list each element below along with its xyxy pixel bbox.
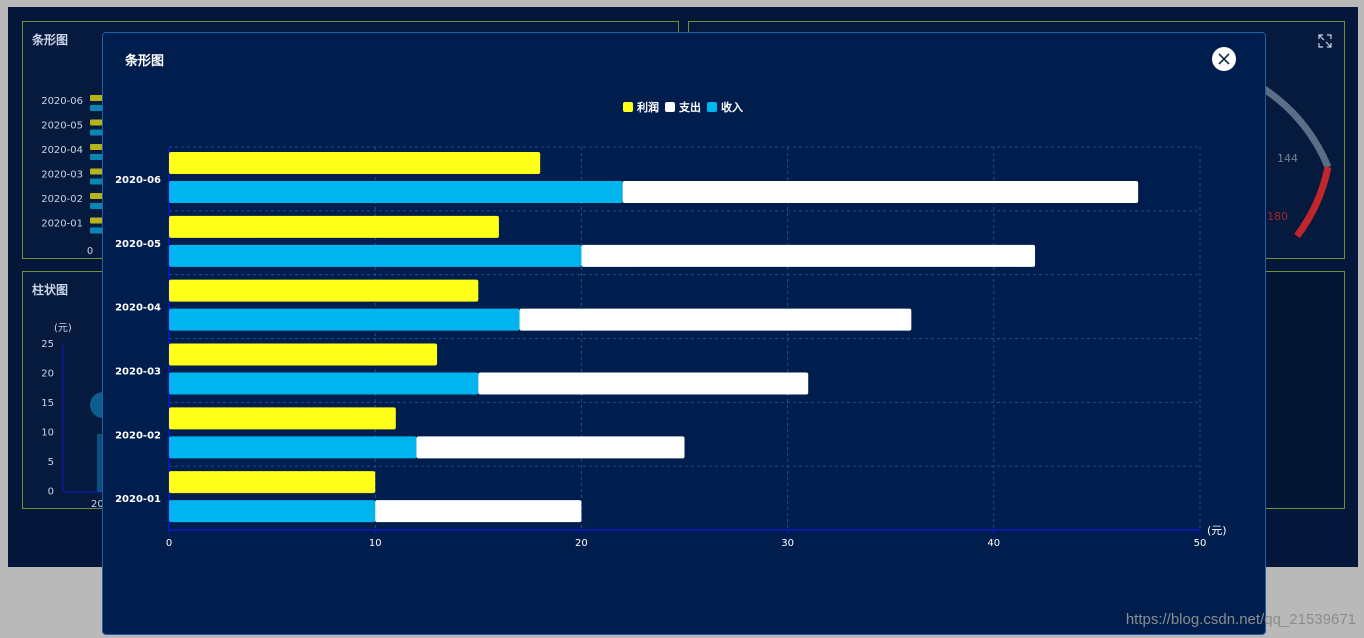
close-icon bbox=[1218, 53, 1230, 65]
mini-column bbox=[97, 434, 103, 492]
mini-profit-bar bbox=[90, 217, 104, 224]
legend-swatch bbox=[623, 102, 633, 112]
x-tick-label: 10 bbox=[369, 538, 382, 549]
mini-profit-bar bbox=[90, 119, 104, 126]
bar-chart: 2020-01 2020-02 2020-03 2020-04 2020-05 2020-… bbox=[115, 146, 1227, 549]
expense-bar bbox=[375, 500, 582, 523]
mini-profit-bar bbox=[90, 144, 104, 150]
modal-title: 条形图 bbox=[125, 54, 165, 69]
chart-modal: 条形图 利润 支出 收入 2020-01 2020-02 2020-03 2020-04 2… bbox=[102, 32, 1266, 635]
mini-unit-label: (元) bbox=[54, 323, 72, 334]
income-bar bbox=[169, 436, 417, 459]
mini-profit-bar bbox=[90, 95, 104, 101]
expense-bar bbox=[622, 181, 1139, 203]
panel-title: 条形图 bbox=[32, 33, 69, 47]
legend-label: 利润 bbox=[637, 101, 659, 114]
expense-bar bbox=[581, 244, 1036, 267]
legend-label: 收入 bbox=[721, 101, 743, 114]
mini-x-label: 20 bbox=[91, 499, 104, 508]
mini-y-tick-label: 0 bbox=[48, 487, 54, 498]
mini-x-label: 0 bbox=[87, 246, 93, 257]
profit-bar bbox=[169, 407, 396, 430]
y-tick-label: 2020-01 bbox=[115, 494, 161, 505]
legend-item[interactable]: 收入 bbox=[707, 99, 743, 115]
mini-y-tick-label: 5 bbox=[48, 457, 54, 468]
mini-y-tick-label: 10 bbox=[41, 428, 54, 439]
expand-icon[interactable] bbox=[1318, 34, 1332, 48]
mini-income-bar bbox=[90, 105, 104, 111]
y-tick-label: 2020-05 bbox=[115, 239, 161, 250]
mini-income-bar bbox=[90, 178, 104, 185]
gauge-chart: 144 180 bbox=[1259, 84, 1332, 239]
mini-y-label: 2020-04 bbox=[41, 145, 83, 156]
gauge-tick-label: 144 bbox=[1277, 152, 1298, 165]
mini-y-label: 2020-06 bbox=[41, 96, 83, 107]
x-axis-unit: (元) bbox=[1207, 524, 1227, 537]
chart-legend: 利润 支出 收入 bbox=[623, 99, 745, 115]
income-bar bbox=[169, 500, 376, 523]
income-bar bbox=[169, 308, 520, 331]
income-bar bbox=[169, 372, 479, 395]
x-tick-label: 50 bbox=[1194, 538, 1207, 549]
expense-bar bbox=[519, 308, 912, 331]
x-tick-label: 20 bbox=[575, 538, 588, 549]
y-tick-label: 2020-04 bbox=[115, 303, 161, 314]
x-tick-label: 40 bbox=[987, 538, 1000, 549]
y-tick-label: 2020-02 bbox=[115, 430, 161, 441]
y-tick-label: 2020-06 bbox=[115, 175, 161, 186]
gauge-tick-label: 180 bbox=[1267, 210, 1288, 223]
watermark: https://blog.csdn.net/qq_21539671 bbox=[1125, 611, 1356, 628]
x-tick-label: 30 bbox=[781, 538, 794, 549]
mini-y-tick-label: 15 bbox=[41, 398, 54, 409]
legend-swatch bbox=[665, 102, 675, 112]
legend-item[interactable]: 支出 bbox=[665, 99, 701, 115]
mini-income-bar bbox=[90, 154, 104, 160]
mini-y-tick-label: 25 bbox=[41, 339, 54, 350]
income-bar bbox=[169, 244, 582, 267]
mini-profit-bar bbox=[90, 168, 104, 175]
mini-income-bar bbox=[90, 227, 104, 234]
legend-swatch bbox=[707, 102, 717, 112]
profit-bar bbox=[169, 471, 376, 494]
panel-title: 柱状图 bbox=[32, 283, 69, 297]
close-button[interactable] bbox=[1212, 47, 1236, 71]
mini-income-bar bbox=[90, 203, 104, 209]
x-tick-label: 0 bbox=[166, 538, 172, 549]
mini-y-tick-label: 20 bbox=[41, 369, 54, 380]
y-tick-label: 2020-03 bbox=[115, 366, 161, 377]
profit-bar bbox=[169, 215, 499, 238]
mini-y-label: 2020-02 bbox=[41, 194, 83, 205]
mini-income-bar bbox=[90, 129, 104, 136]
profit-bar bbox=[169, 279, 479, 302]
profit-bar bbox=[169, 343, 438, 366]
profit-bar bbox=[169, 152, 541, 174]
legend-item[interactable]: 利润 bbox=[623, 99, 659, 115]
mini-bar-chart: 2020-06 2020-05 2020-04 2020-03 2020-02 2020-… bbox=[41, 95, 104, 257]
mini-profit-bar bbox=[90, 193, 104, 199]
mini-y-label: 2020-03 bbox=[41, 170, 83, 181]
income-bar bbox=[169, 181, 623, 203]
legend-label: 支出 bbox=[679, 101, 701, 114]
mini-y-label: 2020-05 bbox=[41, 121, 83, 132]
expense-bar bbox=[478, 372, 809, 395]
mini-y-label: 2020-01 bbox=[41, 219, 83, 230]
expense-bar bbox=[416, 436, 685, 459]
